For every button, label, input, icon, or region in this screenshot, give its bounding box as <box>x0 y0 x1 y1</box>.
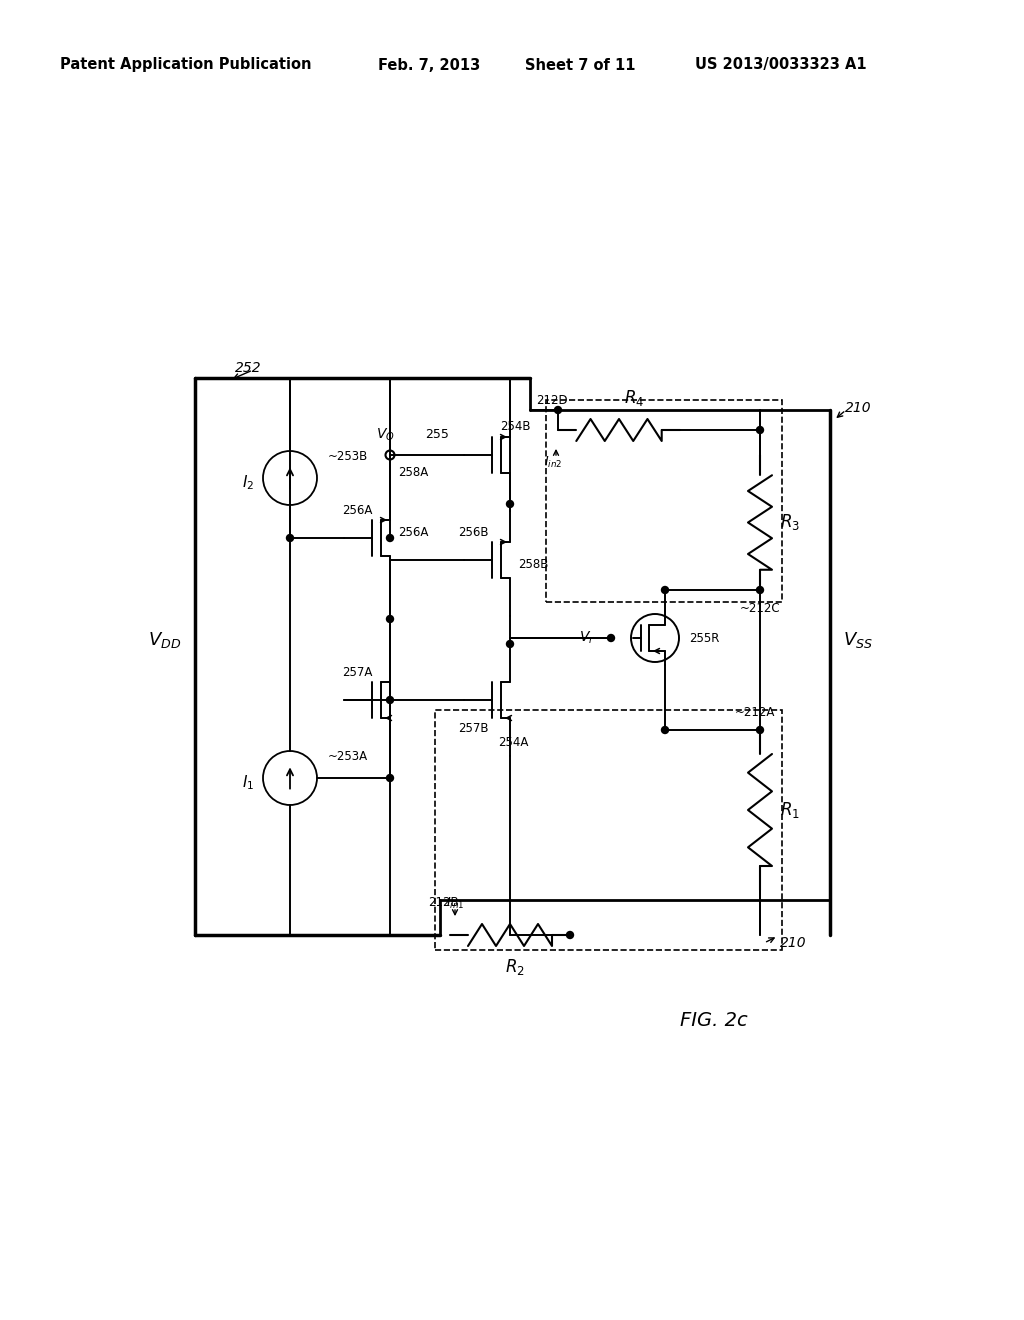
Text: $I_1$: $I_1$ <box>242 774 254 792</box>
Text: ~212C: ~212C <box>740 602 780 615</box>
Text: $I_{in1}$: $I_{in1}$ <box>445 895 464 911</box>
Text: ~253B: ~253B <box>328 450 369 462</box>
Text: $I_2$: $I_2$ <box>242 474 254 492</box>
Text: 254B: 254B <box>500 421 530 433</box>
Text: 256A: 256A <box>342 503 373 516</box>
Text: 212D: 212D <box>536 393 567 407</box>
Bar <box>546 400 782 602</box>
Text: $I_{in2}$: $I_{in2}$ <box>544 454 562 470</box>
Bar <box>435 710 782 950</box>
Circle shape <box>757 426 764 433</box>
Text: 254A: 254A <box>498 735 528 748</box>
Circle shape <box>555 407 561 413</box>
Text: Sheet 7 of 11: Sheet 7 of 11 <box>525 58 636 73</box>
Text: $V_{DD}$: $V_{DD}$ <box>148 630 181 649</box>
Text: $R_4$: $R_4$ <box>624 388 644 408</box>
Text: FIG. 2c: FIG. 2c <box>680 1011 748 1030</box>
Text: 212B: 212B <box>428 896 459 909</box>
Text: 256A: 256A <box>398 527 428 540</box>
Text: 257B: 257B <box>458 722 488 734</box>
Text: $R_2$: $R_2$ <box>505 957 525 977</box>
Text: 255R: 255R <box>689 631 720 644</box>
Text: Feb. 7, 2013: Feb. 7, 2013 <box>378 58 480 73</box>
Circle shape <box>386 615 393 623</box>
Text: $V_O$: $V_O$ <box>376 426 394 444</box>
Circle shape <box>566 932 573 939</box>
Circle shape <box>386 697 393 704</box>
Text: 258B: 258B <box>518 558 549 572</box>
Text: ~212A: ~212A <box>735 705 775 718</box>
Circle shape <box>287 535 294 541</box>
Circle shape <box>507 640 513 648</box>
Text: Patent Application Publication: Patent Application Publication <box>60 58 311 73</box>
Circle shape <box>607 635 614 642</box>
Circle shape <box>757 586 764 594</box>
Text: 210: 210 <box>845 401 871 414</box>
Circle shape <box>662 586 669 594</box>
Circle shape <box>757 726 764 734</box>
Circle shape <box>386 775 393 781</box>
Text: $R_3$: $R_3$ <box>780 512 800 532</box>
Text: $R_1$: $R_1$ <box>780 800 800 820</box>
Text: US 2013/0033323 A1: US 2013/0033323 A1 <box>695 58 866 73</box>
Text: ~253A: ~253A <box>328 750 368 763</box>
Circle shape <box>386 535 393 541</box>
Text: 257A: 257A <box>342 665 373 678</box>
Text: 252: 252 <box>234 360 261 375</box>
Circle shape <box>507 500 513 507</box>
Text: 258A: 258A <box>398 466 428 479</box>
Circle shape <box>662 726 669 734</box>
Text: $V_r$: $V_r$ <box>579 630 595 647</box>
Text: 255: 255 <box>425 429 449 441</box>
Text: $V_{SS}$: $V_{SS}$ <box>843 630 873 649</box>
Text: 210: 210 <box>780 936 807 950</box>
Text: 256B: 256B <box>458 525 488 539</box>
